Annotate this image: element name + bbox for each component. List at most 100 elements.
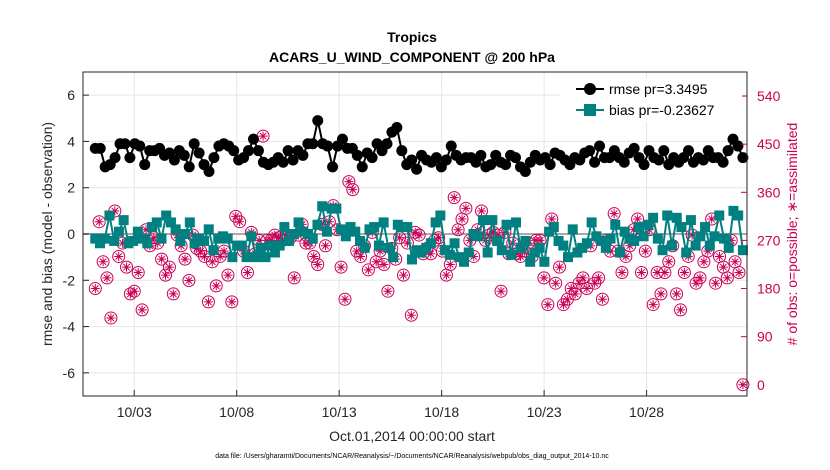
obs-count-point: [88, 282, 102, 296]
obs-assimilated-marker: [196, 246, 206, 256]
obs-count-point: [615, 265, 629, 279]
bias-point: [430, 217, 441, 228]
obs-count-point: [131, 265, 145, 279]
obs-count-point: [537, 271, 551, 285]
series-layer: [88, 115, 750, 392]
legend-bias-label: bias pr=-0.23627: [609, 102, 715, 118]
obs-assimilated-marker: [714, 251, 724, 261]
y-tick-label: -4: [63, 319, 76, 335]
obs-count-point: [240, 265, 254, 279]
bias-point: [336, 224, 347, 235]
bias-point: [227, 252, 238, 263]
rmse-point: [366, 152, 378, 164]
bias-point: [723, 242, 734, 253]
obs-assimilated-marker: [726, 235, 736, 245]
obs-assimilated-marker: [551, 278, 561, 288]
obs-count-point: [693, 271, 707, 285]
obs-assimilated-marker: [609, 209, 619, 219]
bias-point: [378, 217, 389, 228]
bias-point: [633, 222, 644, 233]
rmse-point: [683, 145, 695, 157]
bias-point: [459, 256, 470, 267]
obs-assimilated-marker: [718, 262, 728, 272]
obs-count-point: [256, 129, 270, 143]
bias-point: [548, 222, 559, 233]
obs-assimilated-marker: [707, 214, 717, 224]
obs-count-point: [221, 268, 235, 282]
obs-assimilated-marker: [320, 241, 330, 251]
obs-possible-marker: [654, 287, 668, 301]
obs-assimilated-marker: [207, 257, 217, 267]
obs-possible-marker: [459, 201, 473, 215]
obs-count-point: [342, 175, 356, 189]
bias-point: [482, 247, 493, 258]
rmse-point: [717, 156, 729, 168]
obs-count-point: [178, 252, 192, 266]
rmse-point: [356, 161, 368, 173]
obs-count-point: [155, 252, 169, 266]
bias-point: [246, 231, 257, 242]
obs-assimilated-marker: [289, 273, 299, 283]
obs-assimilated-marker: [356, 251, 366, 261]
obs-assimilated-marker: [558, 300, 568, 310]
obs-count-point: [634, 265, 648, 279]
bias-point: [695, 231, 706, 242]
bias-point: [643, 219, 654, 230]
obs-possible-marker: [112, 249, 126, 263]
obs-assimilated-marker: [168, 289, 178, 299]
obs-assimilated-marker: [621, 251, 631, 261]
bias-point: [99, 233, 110, 244]
bias-point: [359, 242, 370, 253]
y-tick-label: 2: [67, 180, 75, 196]
obs-possible-marker: [646, 298, 660, 312]
rmse-point: [440, 154, 452, 166]
obs-assimilated-marker: [597, 294, 607, 304]
bias-point: [321, 226, 332, 237]
bias-point: [142, 238, 153, 249]
obs-assimilated-marker: [562, 294, 572, 304]
obs-assimilated-marker: [570, 289, 580, 299]
obs-assimilated-marker: [371, 257, 381, 267]
obs-assimilated-marker: [94, 217, 104, 227]
obs-possible-marker: [447, 191, 461, 205]
chart-subtitle: ACARS_U_WIND_COMPONENT @ 200 hPa: [269, 49, 555, 65]
obs-assimilated-marker: [102, 273, 112, 283]
bias-point: [671, 212, 682, 223]
obs-assimilated-marker: [543, 300, 553, 310]
bias-point: [581, 238, 592, 249]
obs-assimilated-marker: [266, 235, 276, 245]
obs-assimilated-marker: [398, 270, 408, 280]
rmse-point: [312, 115, 324, 127]
bias-point: [605, 233, 616, 244]
obs-possible-marker: [131, 265, 145, 279]
obs-possible-marker: [342, 175, 356, 189]
obs-possible-marker: [221, 268, 235, 282]
rmse-point: [228, 145, 240, 157]
bias-point: [558, 240, 569, 251]
rmse-point: [327, 161, 339, 173]
obs-possible-marker: [638, 244, 652, 258]
obs-assimilated-marker: [114, 251, 124, 261]
obs-possible-marker: [673, 303, 687, 317]
rmse-point: [737, 152, 749, 164]
obs-count-point: [720, 271, 734, 285]
obs-possible-marker: [693, 271, 707, 285]
bias-point: [109, 235, 120, 246]
bias-point: [208, 245, 219, 256]
obs-assimilated-marker: [184, 276, 194, 286]
rmse-point: [396, 145, 408, 157]
obs-assimilated-marker: [137, 305, 147, 315]
obs-possible-marker: [396, 268, 410, 282]
bias-point: [180, 229, 191, 239]
bias-point: [184, 217, 195, 228]
obs-possible-marker: [88, 282, 102, 296]
obs-assimilated-marker: [363, 265, 373, 275]
obs-assimilated-marker: [660, 267, 670, 277]
bias-point: [714, 210, 725, 221]
obs-assimilated-marker: [395, 233, 405, 243]
bias-point: [496, 245, 507, 256]
rmse-point: [94, 142, 106, 154]
obs-assimilated-marker: [180, 254, 190, 264]
obs-possible-marker: [736, 378, 750, 392]
bias-point: [265, 240, 276, 251]
